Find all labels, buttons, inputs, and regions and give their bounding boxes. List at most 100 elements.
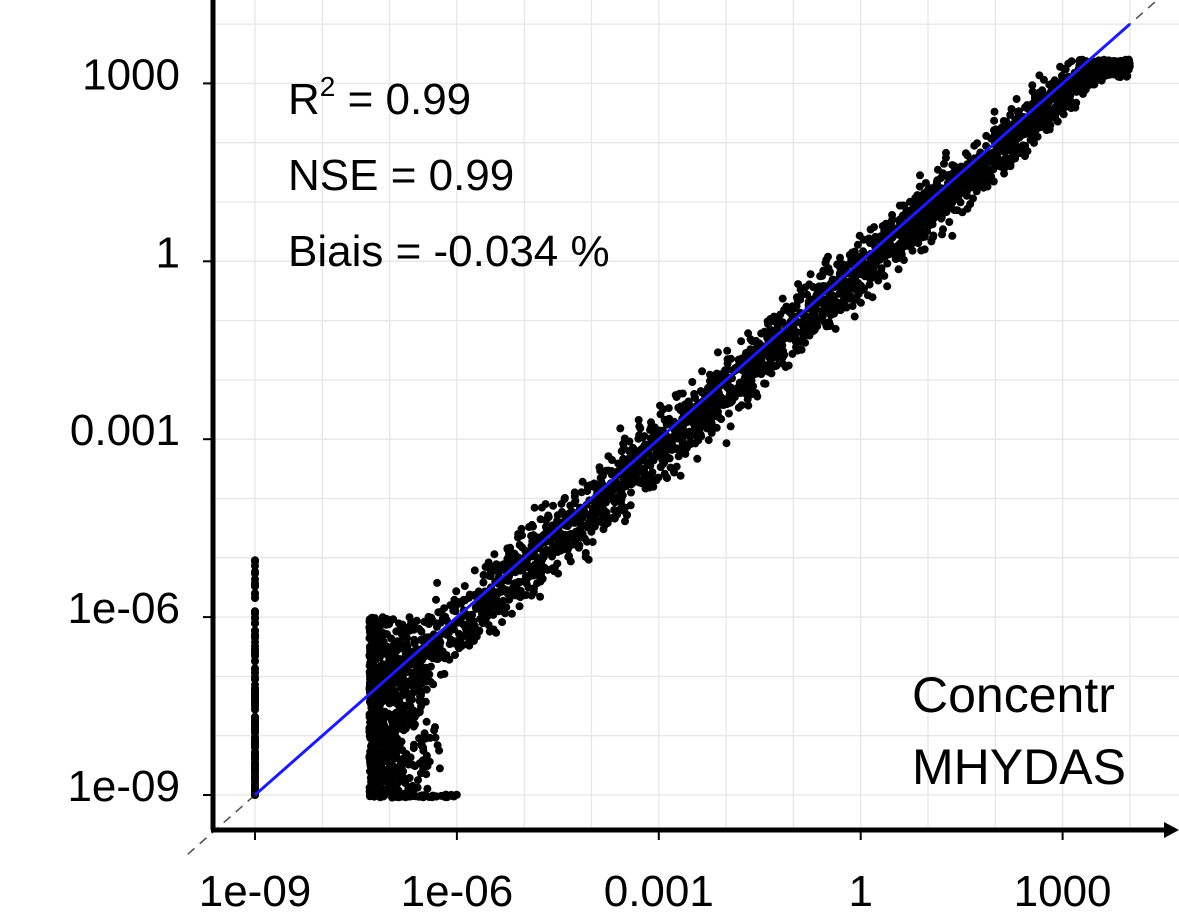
data-point <box>693 430 702 439</box>
data-point <box>945 218 954 226</box>
data-point <box>859 247 868 256</box>
data-point <box>1007 105 1016 113</box>
data-point <box>717 415 726 424</box>
data-point <box>432 619 441 628</box>
data-point <box>556 546 565 555</box>
y-tick-label: 1e-06 <box>67 584 180 633</box>
data-point <box>964 181 973 190</box>
data-point <box>599 525 608 534</box>
data-point <box>623 511 632 519</box>
data-point <box>402 690 411 699</box>
data-point <box>746 335 755 344</box>
data-point <box>765 353 774 362</box>
data-point <box>618 491 627 500</box>
data-point <box>625 437 634 446</box>
data-point <box>431 733 440 742</box>
data-point <box>1021 141 1030 150</box>
data-point <box>579 521 588 530</box>
data-point <box>251 631 259 640</box>
data-point <box>1028 100 1037 109</box>
data-point <box>536 592 545 601</box>
data-point <box>570 488 579 497</box>
data-point <box>590 522 599 531</box>
data-point <box>431 723 439 732</box>
data-point <box>1035 71 1044 80</box>
data-point <box>678 436 687 445</box>
data-point <box>883 259 892 268</box>
data-point <box>404 667 413 676</box>
data-point <box>396 625 405 634</box>
data-point <box>470 566 479 575</box>
data-point <box>857 270 866 279</box>
data-point <box>381 668 390 677</box>
r2-stat: R2 = 0.99 <box>288 71 471 124</box>
data-point <box>376 747 385 756</box>
data-point <box>395 673 404 682</box>
data-point <box>936 174 945 183</box>
data-point <box>992 131 1001 140</box>
data-point <box>938 230 946 239</box>
data-point <box>1014 107 1023 116</box>
data-point <box>706 395 715 404</box>
data-point <box>434 608 443 617</box>
data-point <box>933 165 942 174</box>
data-point <box>577 488 586 497</box>
data-point <box>405 774 414 782</box>
data-point <box>405 613 414 622</box>
data-point <box>409 682 418 691</box>
data-point <box>654 443 663 452</box>
data-point <box>694 410 703 419</box>
data-point <box>763 361 772 370</box>
data-point <box>380 711 389 720</box>
data-point <box>640 432 649 441</box>
data-point <box>377 771 386 780</box>
data-point <box>797 337 806 346</box>
data-point <box>989 159 998 168</box>
data-point <box>393 724 402 733</box>
data-point <box>369 745 377 754</box>
data-point <box>662 473 671 482</box>
data-point <box>704 436 713 445</box>
data-point <box>877 268 886 276</box>
data-point <box>1053 117 1062 126</box>
data-point <box>420 729 429 738</box>
data-point <box>686 438 695 447</box>
data-point <box>921 179 930 187</box>
data-point <box>1006 157 1015 165</box>
data-point <box>1021 123 1030 132</box>
data-point <box>946 201 955 210</box>
x-tick-label: 0.001 <box>604 867 714 916</box>
data-point <box>803 290 812 299</box>
data-point <box>635 478 644 487</box>
data-point <box>417 688 426 697</box>
data-point <box>813 287 822 296</box>
data-point <box>699 402 708 411</box>
data-point <box>1028 81 1037 90</box>
data-point <box>713 348 722 357</box>
data-point <box>948 231 957 240</box>
data-point <box>433 578 442 587</box>
data-point <box>517 524 526 533</box>
data-point <box>465 641 474 650</box>
data-point <box>554 569 563 578</box>
data-point <box>778 353 787 362</box>
data-point <box>757 329 766 338</box>
data-point <box>563 522 572 531</box>
data-point <box>726 422 735 431</box>
data-point <box>737 401 746 410</box>
data-point <box>647 474 656 483</box>
data-point <box>908 237 916 246</box>
data-point <box>1115 57 1123 66</box>
data-point <box>1064 89 1073 98</box>
data-point <box>387 715 396 724</box>
data-point <box>251 567 259 576</box>
data-point <box>580 508 589 517</box>
data-point <box>1112 63 1121 72</box>
data-point <box>1080 83 1089 92</box>
data-point <box>505 587 514 596</box>
data-point <box>423 784 432 793</box>
data-point <box>1079 89 1087 98</box>
data-point <box>568 531 577 540</box>
data-point <box>380 629 389 638</box>
